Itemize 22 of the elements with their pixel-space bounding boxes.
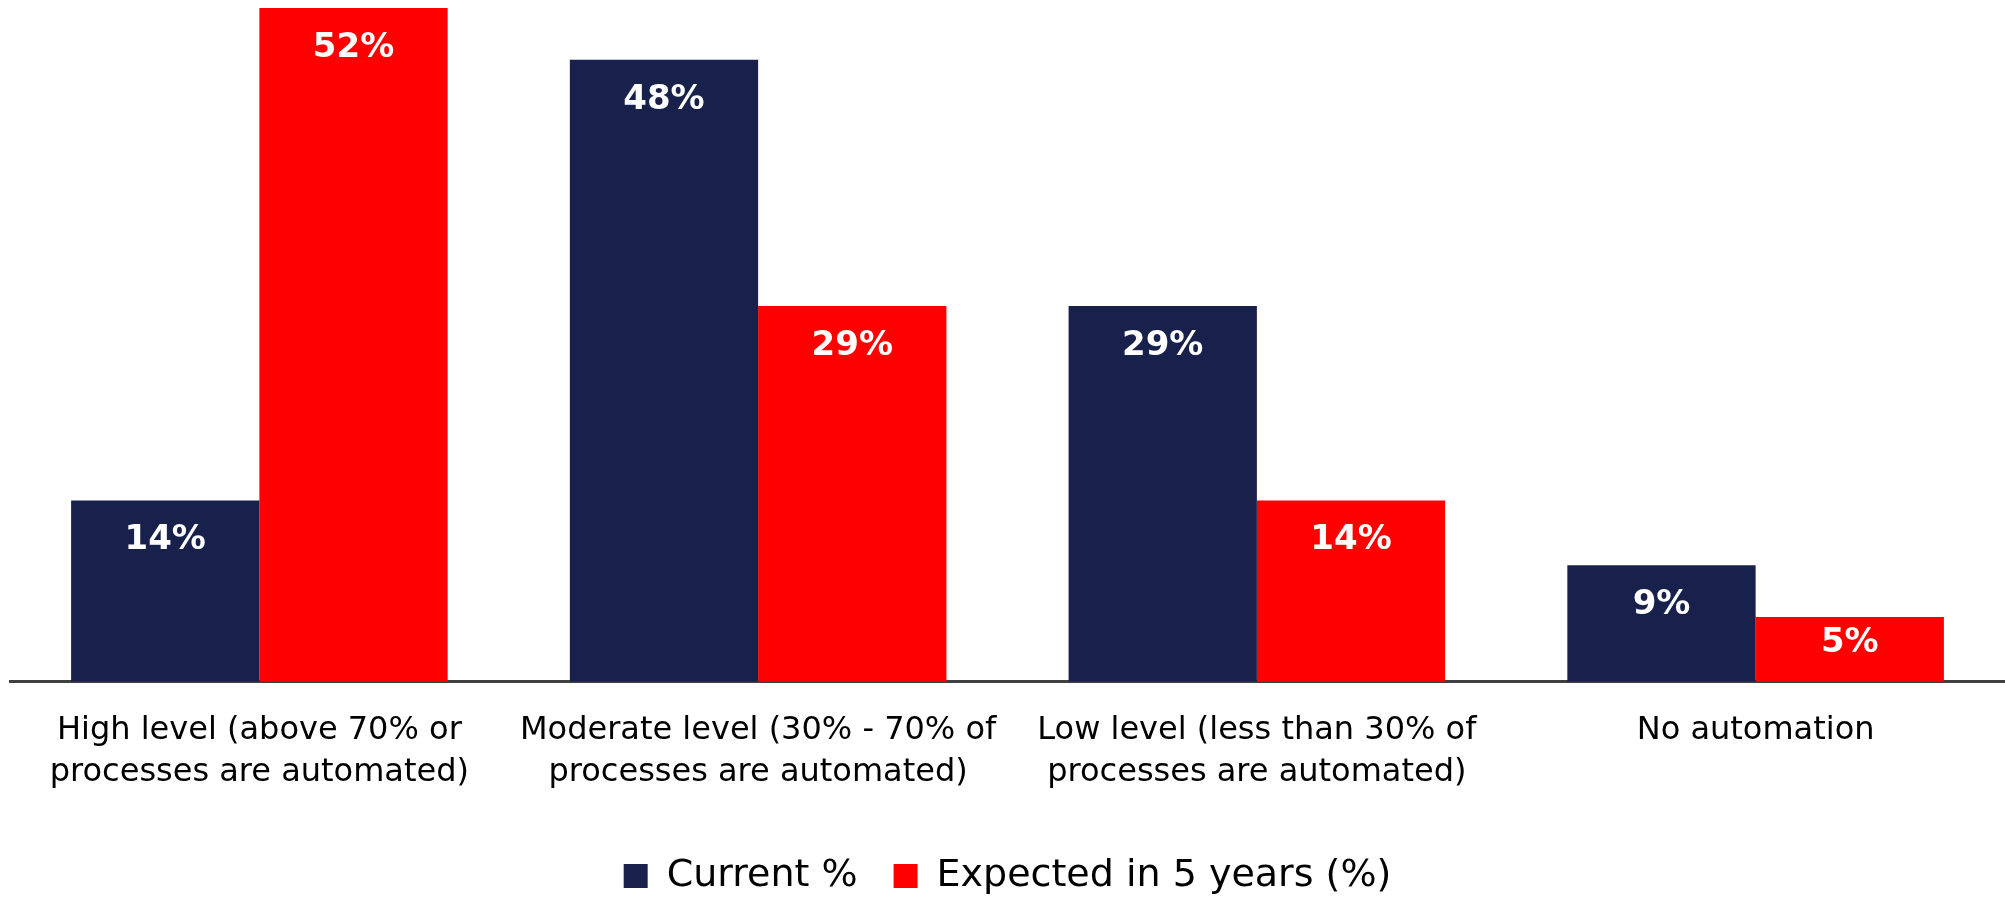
bar [1567, 565, 1756, 682]
data-label: 29% [811, 322, 893, 363]
data-label: 52% [312, 24, 395, 65]
x-tick-label: Moderate level (30% - 70% of processes are automated) [519, 708, 997, 789]
data-label: 29% [1122, 322, 1204, 363]
x-tick-label: High level (above 70% or processes are automated) [49, 708, 469, 789]
bar [1256, 500, 1446, 682]
data-label: 48% [623, 76, 705, 117]
data-label: 5% [1820, 620, 1879, 661]
bar [569, 59, 759, 682]
legend-label: Expected in 5 years (%) [936, 850, 1392, 895]
data-label: 14% [1310, 517, 1392, 558]
bar [758, 306, 947, 682]
data-label: 14% [124, 517, 206, 558]
x-tick-label: Low level (less than 30% of processes are automated) [1037, 708, 1478, 789]
data-label: 9% [1632, 582, 1691, 623]
legend-label: Current % [666, 850, 858, 895]
x-tick-label: No automation [1636, 708, 1875, 747]
bar [1755, 617, 1944, 682]
bar [71, 500, 260, 682]
bar [1068, 306, 1257, 682]
bar [259, 8, 448, 682]
